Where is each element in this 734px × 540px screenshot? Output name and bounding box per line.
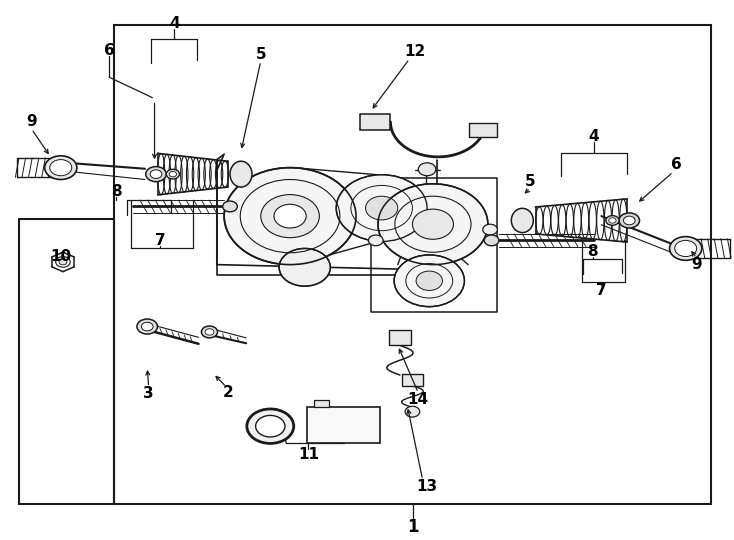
Circle shape	[483, 224, 498, 235]
Bar	[307, 407, 380, 443]
Text: 14: 14	[407, 392, 429, 407]
Circle shape	[418, 163, 436, 176]
Circle shape	[484, 235, 499, 246]
Circle shape	[413, 209, 454, 239]
Text: 4: 4	[589, 129, 600, 144]
Text: 4: 4	[169, 16, 180, 31]
Circle shape	[50, 160, 72, 176]
Circle shape	[368, 235, 383, 246]
Text: 5: 5	[525, 174, 536, 188]
Circle shape	[201, 326, 217, 338]
Circle shape	[167, 169, 179, 179]
Bar	[360, 114, 390, 130]
Circle shape	[675, 240, 697, 256]
Text: 8: 8	[587, 244, 598, 259]
Text: 5: 5	[255, 47, 266, 62]
Circle shape	[274, 204, 306, 228]
Circle shape	[247, 409, 294, 443]
Text: 9: 9	[691, 257, 702, 272]
Circle shape	[59, 259, 67, 265]
Circle shape	[366, 196, 398, 220]
Circle shape	[378, 184, 488, 265]
Circle shape	[222, 201, 237, 212]
Circle shape	[56, 256, 70, 267]
Ellipse shape	[512, 208, 534, 233]
Text: 13: 13	[416, 479, 437, 494]
Text: 7: 7	[596, 283, 607, 298]
Circle shape	[608, 218, 616, 223]
Circle shape	[394, 255, 465, 307]
Circle shape	[205, 329, 214, 335]
Text: 6: 6	[103, 43, 115, 58]
Bar	[19, 219, 115, 504]
Text: 3: 3	[143, 387, 154, 401]
Circle shape	[170, 171, 176, 177]
Text: 11: 11	[298, 447, 319, 462]
Text: 7: 7	[155, 233, 166, 248]
Circle shape	[623, 216, 635, 225]
Text: 10: 10	[50, 249, 71, 264]
Bar	[389, 330, 411, 346]
Text: 6: 6	[671, 158, 682, 172]
Circle shape	[416, 271, 443, 291]
Circle shape	[279, 248, 330, 286]
Circle shape	[336, 174, 427, 241]
Circle shape	[619, 213, 639, 228]
Text: 1: 1	[407, 518, 419, 536]
Circle shape	[261, 194, 319, 238]
Circle shape	[146, 166, 167, 181]
Circle shape	[255, 415, 285, 437]
Circle shape	[142, 322, 153, 331]
Circle shape	[669, 237, 702, 260]
Circle shape	[224, 167, 356, 265]
Circle shape	[150, 170, 162, 178]
Text: 9: 9	[26, 114, 37, 130]
Bar	[402, 374, 423, 386]
Circle shape	[606, 215, 619, 225]
Text: 12: 12	[404, 44, 425, 59]
Bar	[314, 400, 329, 407]
Bar	[115, 25, 711, 504]
Text: 8: 8	[111, 184, 122, 199]
Ellipse shape	[230, 161, 252, 187]
Circle shape	[45, 156, 77, 179]
Bar	[469, 123, 496, 137]
Text: 2: 2	[222, 386, 233, 400]
Circle shape	[405, 406, 420, 417]
Circle shape	[137, 319, 158, 334]
